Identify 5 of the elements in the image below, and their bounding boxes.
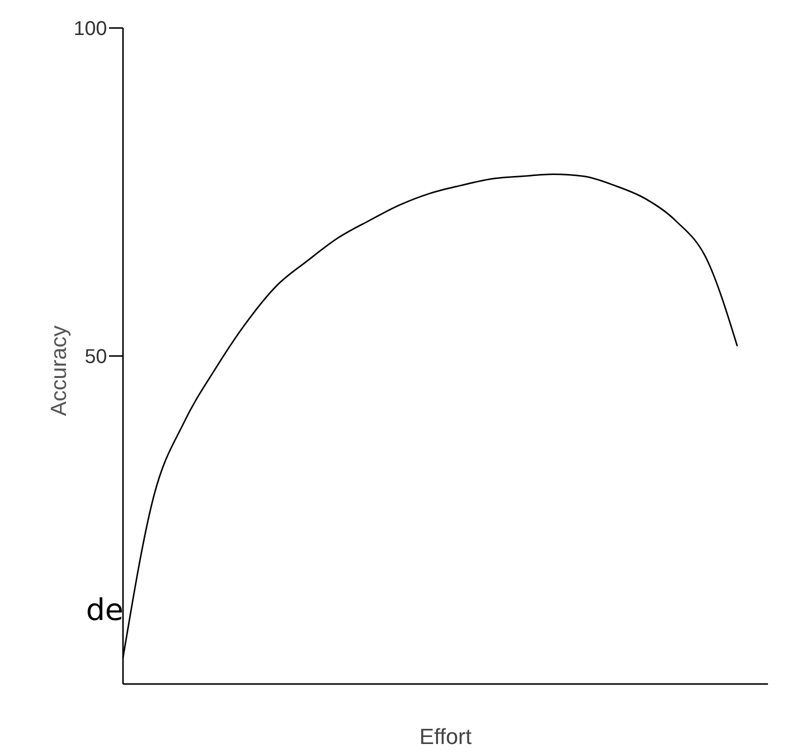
y-axis-title: Accuracy (46, 326, 71, 416)
x-axis-title: Effort (419, 724, 472, 749)
y-tick-label: 50 (84, 346, 107, 368)
annotation: de (86, 593, 124, 628)
y-tick-label: 100 (74, 18, 107, 40)
